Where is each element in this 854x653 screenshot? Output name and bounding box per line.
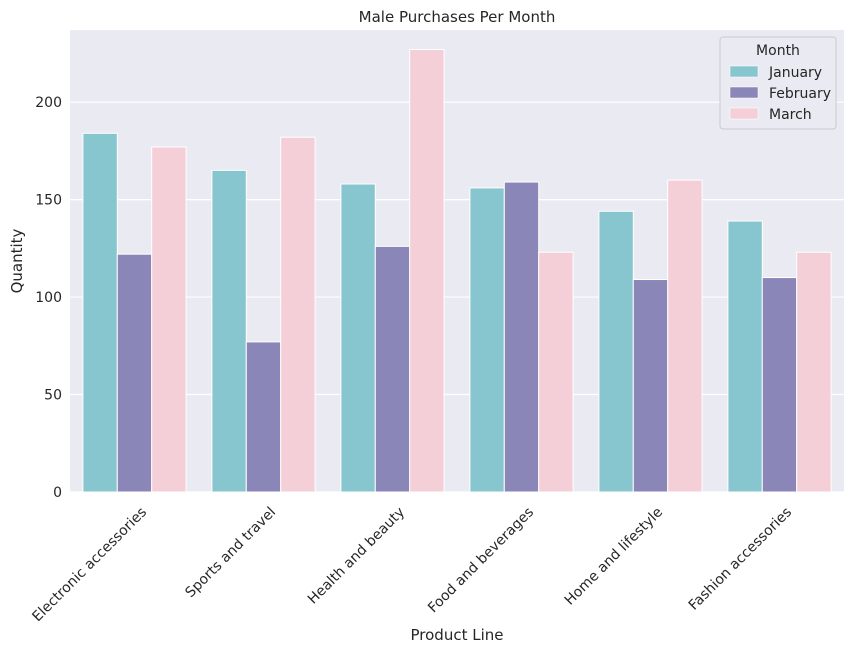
y-axis-ticks: 0 50 100 150 200 — [35, 95, 62, 501]
bar-january-2 — [340, 183, 376, 493]
bar-february-5 — [761, 277, 798, 493]
legend-label-march: March — [769, 107, 812, 123]
bar-february-3 — [503, 181, 540, 493]
x-axis-ticks: Electronic accessories Sports and travel H… — [29, 504, 795, 625]
y-tick-label: 100 — [35, 290, 62, 306]
bar-march-1 — [280, 136, 316, 493]
x-axis-title: Product Line — [411, 626, 504, 644]
bar-march-4 — [667, 179, 703, 493]
legend-swatch-january — [729, 65, 759, 78]
bar-january-4 — [598, 210, 634, 493]
bar-february-1 — [245, 341, 282, 493]
legend-label-january: January — [768, 65, 822, 81]
x-tick-label: Home and lifestyle — [562, 504, 666, 608]
bar-january-1 — [211, 169, 247, 493]
legend-swatch-february — [729, 86, 759, 99]
legend-swatch-march — [729, 107, 759, 120]
x-tick-label: Food and beverages — [425, 504, 537, 616]
plot-background — [70, 30, 844, 492]
chart-title: Male Purchases Per Month — [359, 8, 556, 26]
bar-february-0 — [116, 253, 153, 493]
bar-february-4 — [632, 279, 669, 493]
x-tick-label: Electronic accessories — [29, 504, 150, 625]
legend-box — [719, 36, 837, 130]
bar-january-0 — [82, 132, 118, 493]
bar-march-2 — [409, 48, 445, 493]
legend: Month January February March — [719, 36, 837, 130]
bars — [82, 48, 832, 493]
y-tick-label: 50 — [44, 388, 62, 404]
bar-january-5 — [727, 220, 763, 493]
y-tick-label: 200 — [35, 95, 62, 111]
bar-january-3 — [469, 187, 505, 493]
gridlines — [70, 101, 844, 493]
bar-march-3 — [538, 251, 574, 493]
bar-march-5 — [796, 251, 832, 493]
x-tick-label: Health and beauty — [305, 504, 408, 607]
bar-march-0 — [151, 146, 187, 493]
y-tick-label: 150 — [35, 193, 62, 209]
legend-title: Month — [756, 43, 800, 59]
legend-label-february: February — [769, 86, 831, 102]
bar-february-2 — [374, 245, 411, 493]
y-tick-label: 0 — [53, 485, 62, 501]
legend-items: January February March — [729, 65, 831, 123]
y-axis-title: Quantity — [8, 228, 26, 293]
x-tick-label: Sports and travel — [182, 504, 279, 601]
x-tick-label: Fashion accessories — [686, 504, 795, 613]
